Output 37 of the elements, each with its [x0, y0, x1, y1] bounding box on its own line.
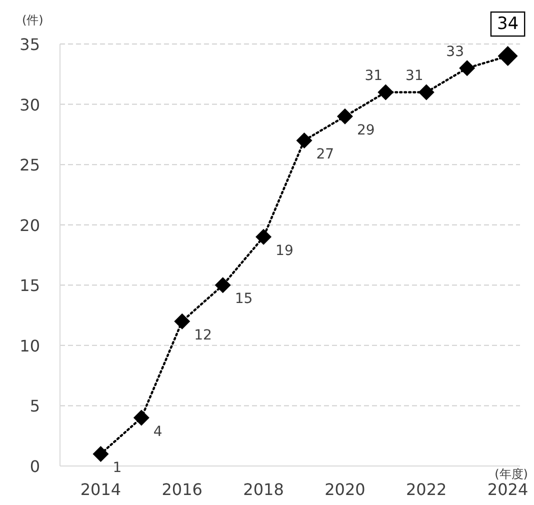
point [378, 84, 394, 100]
data-label: 31 [364, 68, 383, 84]
y-axis-title: (件) [22, 13, 44, 27]
x-tick-label: 2018 [243, 480, 284, 499]
x-tick-label: 2022 [406, 480, 447, 499]
data-label: 29 [356, 122, 375, 138]
data-label: 15 [234, 291, 253, 308]
y-tick-label: 0 [30, 457, 40, 476]
data-label: 19 [276, 242, 294, 259]
x-tick-label: 2014 [80, 480, 122, 499]
x-tick-label: 2016 [162, 480, 202, 499]
point [256, 228, 272, 245]
data-label: 4 [153, 424, 162, 440]
data-label: 34 [496, 14, 519, 34]
data-label: 33 [446, 44, 464, 60]
point [336, 108, 353, 124]
x-tick-label: 2020 [324, 480, 366, 499]
y-tick-label: 15 [20, 276, 40, 296]
y-tick-label: 35 [20, 35, 40, 54]
point [459, 60, 476, 76]
point [133, 410, 150, 426]
point [174, 313, 190, 330]
point [296, 132, 312, 148]
x-axis-title: (年度) [494, 467, 528, 481]
point [214, 277, 231, 294]
data-label: 12 [194, 327, 212, 344]
point [418, 84, 434, 100]
y-tick-label: 25 [20, 156, 40, 175]
point [92, 446, 109, 462]
y-tick-label: 5 [30, 396, 40, 416]
y-tick-label: 20 [20, 216, 40, 235]
data-label: 27 [316, 146, 334, 162]
data-label: 1 [112, 460, 122, 476]
y-tick-label: 10 [20, 336, 40, 356]
x-tick-label: 2024 [487, 480, 528, 499]
y-tick-label: 30 [20, 95, 40, 114]
data-label: 31 [405, 68, 424, 84]
